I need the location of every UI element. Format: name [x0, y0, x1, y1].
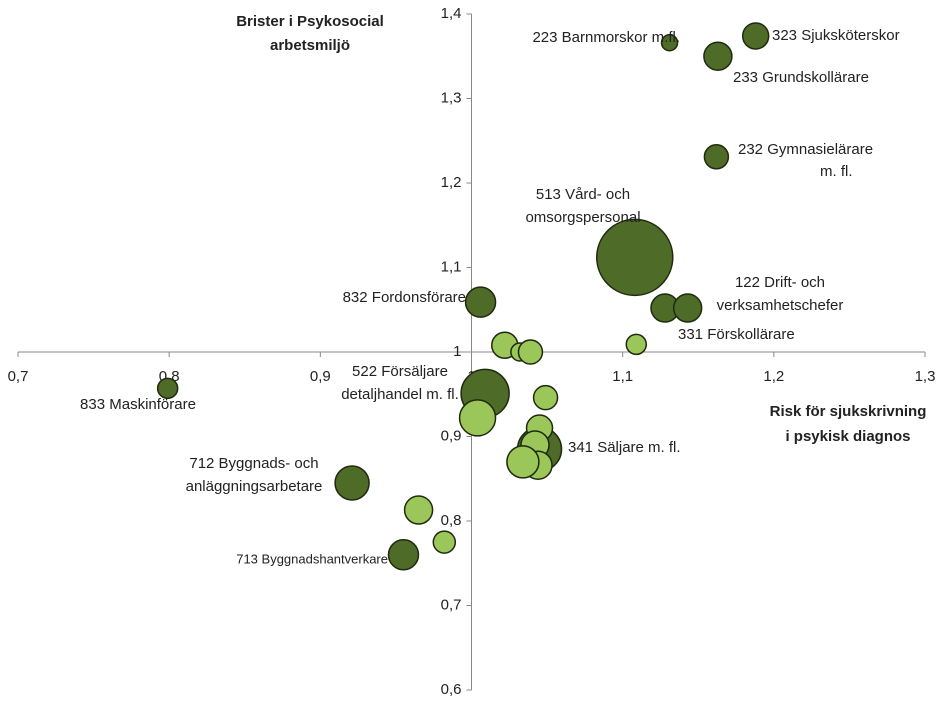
annotation: 832 Fordonsförare	[343, 289, 466, 306]
x-axis-title: i psykisk diagnos	[785, 428, 910, 445]
bubble	[532, 384, 559, 411]
x-tick-label: 1,2	[763, 368, 784, 385]
y-tick-label: 1,4	[441, 5, 462, 22]
annotation: 232 Gymnasielärare	[738, 141, 873, 158]
y-axis-title: Brister i Psykosocial	[236, 13, 384, 30]
y-tick-label: 1,1	[441, 258, 462, 275]
annotation: 713 Byggnadshantverkare	[236, 551, 388, 566]
x-tick-label: 0,9	[310, 368, 331, 385]
annotation: 712 Byggnads- och	[189, 455, 318, 472]
bubble	[156, 377, 179, 400]
annotation: anläggningsarbetare	[186, 478, 323, 495]
annotation: 233 Grundskollärare	[733, 69, 869, 86]
bubble	[403, 495, 434, 525]
bubble	[464, 286, 497, 318]
annotation: m. fl.	[820, 163, 853, 180]
bubble	[596, 218, 674, 297]
x-tick-label: 1,3	[915, 368, 936, 385]
bubble	[458, 399, 497, 437]
annotation: 122 Drift- och	[735, 274, 825, 291]
annotation: detaljhandel m. fl.	[341, 386, 459, 403]
bubble	[334, 465, 370, 501]
y-tick-label: 0,9	[441, 427, 462, 444]
annotation: 223 Barnmorskor m.fl.	[532, 29, 680, 46]
annotation: 513 Vård- och	[536, 186, 630, 203]
bubble	[387, 539, 420, 571]
annotation: omsorgspersonal	[525, 209, 640, 226]
bubble	[703, 41, 733, 71]
y-tick-label: 1	[453, 343, 461, 360]
bubble	[432, 530, 457, 554]
y-tick-label: 0,8	[441, 512, 462, 529]
annotation: 522 Försäljare	[352, 363, 448, 380]
y-tick-label: 1,3	[441, 89, 462, 106]
x-tick-label: 1,1	[612, 368, 633, 385]
bubble	[672, 293, 703, 323]
annotation: 341 Säljare m. fl.	[568, 439, 681, 456]
y-axis-title: arbetsmiljö	[270, 37, 350, 54]
bubble	[625, 333, 648, 356]
x-axis-title: Risk för sjukskrivning	[770, 403, 927, 420]
annotation: 833 Maskinförare	[80, 396, 196, 413]
annotation: verksamhetschefer	[717, 297, 844, 314]
annotation: 331 Förskollärare	[678, 326, 795, 343]
y-tick-label: 0,6	[441, 681, 462, 698]
y-tick-label: 0,7	[441, 596, 462, 613]
bubble	[703, 144, 730, 170]
x-tick-label: 0,7	[8, 368, 29, 385]
bubble	[517, 339, 544, 365]
y-tick-label: 1,2	[441, 174, 462, 191]
annotation: 323 Sjuksköterskor	[772, 27, 900, 44]
bubble	[741, 22, 770, 50]
bubble	[660, 33, 679, 52]
bubble	[506, 445, 540, 479]
